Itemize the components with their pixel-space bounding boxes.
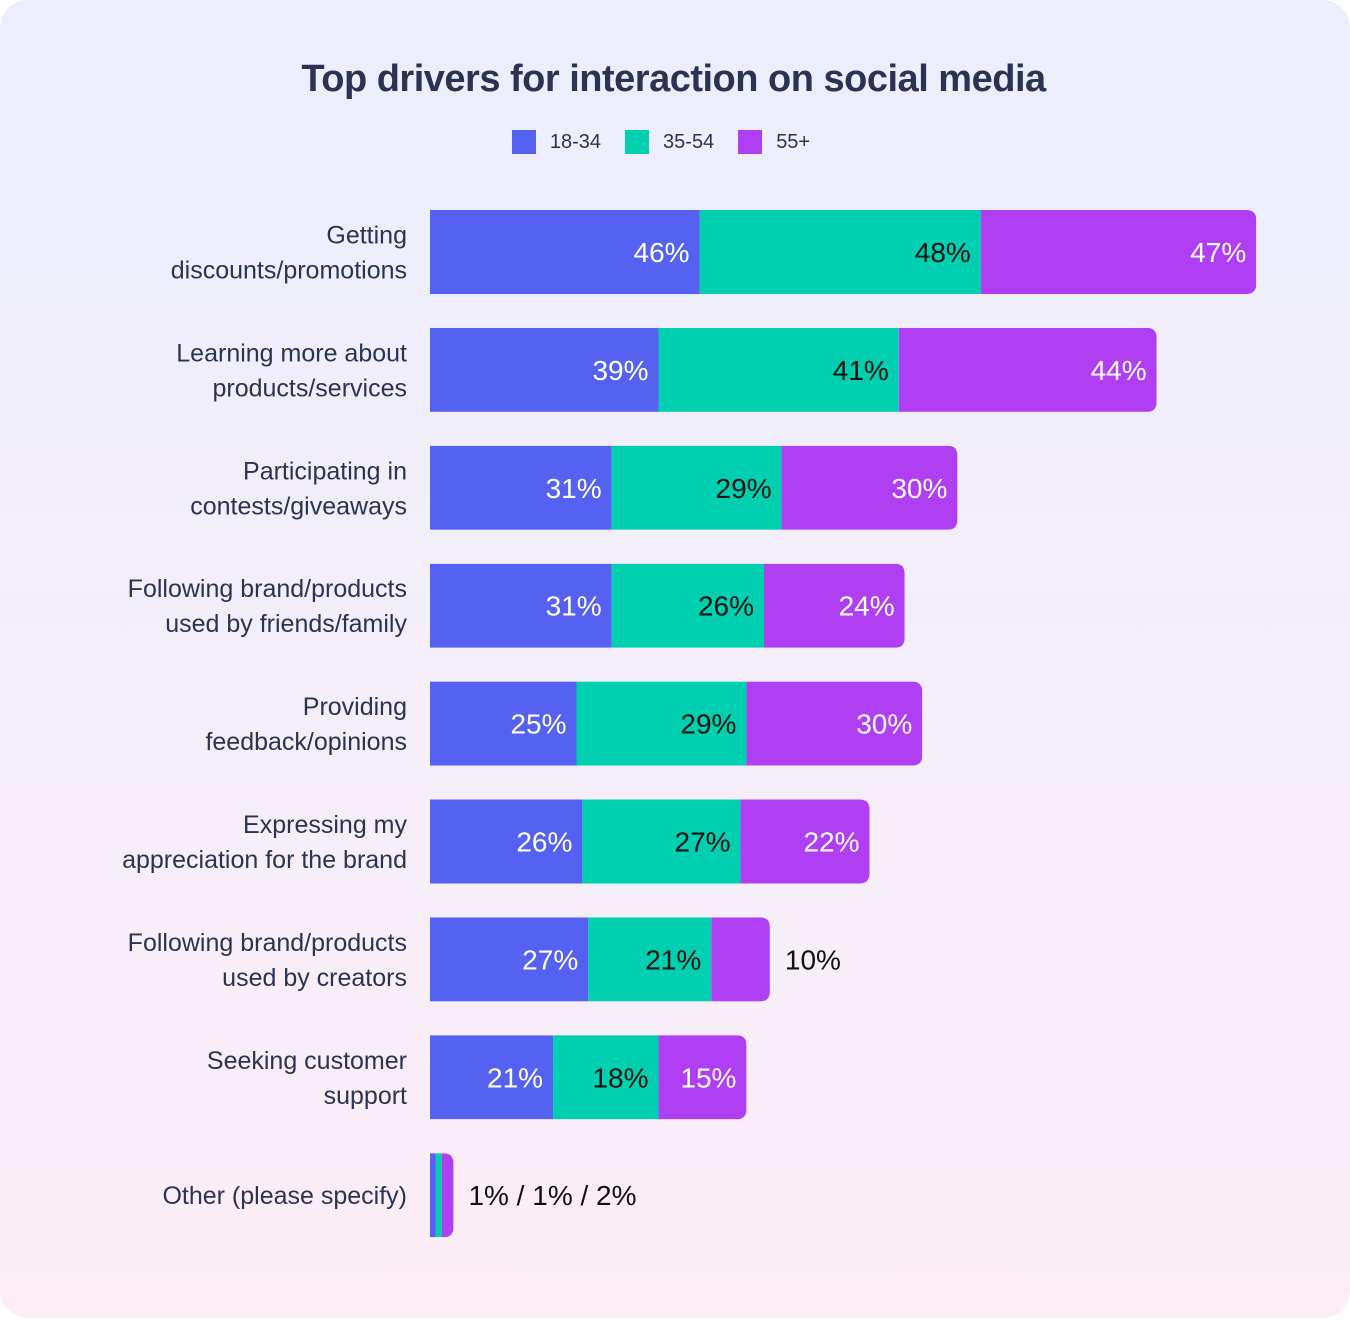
bar-segments <box>430 681 923 766</box>
category-label: Following brand/products <box>128 929 407 957</box>
bar-row: Seeking customer support 21% 18% 15% <box>207 1035 747 1120</box>
category-label: Expressing my <box>243 811 407 839</box>
bar-segments <box>430 1153 454 1238</box>
legend-label-55-plus: 55+ <box>776 130 811 153</box>
category-label: Getting <box>326 222 407 250</box>
category-label: used by friends/family <box>165 610 407 638</box>
value-label: 21% <box>645 944 701 975</box>
category-label: contests/giveaways <box>190 492 407 520</box>
category-label: appreciation for the brand <box>122 846 407 874</box>
bar-row: Providing feedback/opinions 25% 29% 30% <box>205 681 923 766</box>
bar-segments <box>430 917 770 1002</box>
value-label: 27% <box>675 827 731 858</box>
value-label: 29% <box>680 709 736 740</box>
legend-label-18-34: 18-34 <box>549 130 602 153</box>
value-label: 25% <box>510 709 566 740</box>
category-label: support <box>324 1082 407 1110</box>
bar-segment-35-54 <box>576 681 747 766</box>
value-label: 30% <box>891 473 947 504</box>
bar-segment-35-54 <box>588 917 712 1002</box>
category-label: Learning more about <box>176 339 407 367</box>
bar-segments <box>430 210 1257 294</box>
outside-value-label: 1% / 1% / 2% <box>468 1180 636 1211</box>
value-label: 18% <box>592 1062 648 1093</box>
bar-row: Learning more about products/services 39% 4… <box>176 327 1157 412</box>
value-label: 41% <box>833 355 889 386</box>
legend-item-35-54: 35-54 <box>625 130 714 154</box>
value-label: 44% <box>1091 355 1147 386</box>
legend-label-35-54: 35-54 <box>663 130 715 153</box>
bar-segment-35-54 <box>611 445 782 530</box>
bar-row: Participating in contests/giveaways 31% 29%… <box>190 445 958 530</box>
bar-segment-35-54 <box>658 327 899 412</box>
category-label: discounts/promotions <box>171 257 407 285</box>
outside-value-label: 10% <box>785 944 841 975</box>
legend: 18-34 35-54 55+ <box>0 130 1322 154</box>
value-label: 46% <box>634 237 690 268</box>
legend-swatch-55-plus <box>738 130 763 154</box>
bar-segment-18-34 <box>430 563 612 648</box>
bar-segment-18-34 <box>430 799 583 884</box>
legend-swatch-18-34 <box>511 130 536 154</box>
category-label: Seeking customer <box>207 1047 407 1075</box>
bar-segment-55+ <box>740 799 870 884</box>
bar-segment-18-34 <box>430 917 589 1002</box>
value-label: 31% <box>546 591 602 622</box>
bar-segment-35-54 <box>435 1153 442 1238</box>
bar-segment-35-54 <box>582 799 741 884</box>
bar-segments <box>430 563 905 648</box>
bar-segments <box>430 327 1157 412</box>
bar-segment-55+ <box>441 1153 454 1238</box>
bar-row: Getting discounts/promotions 46% 48% 47% <box>171 210 1257 294</box>
bar-segment-35-54 <box>611 563 765 648</box>
value-label: 30% <box>856 709 912 740</box>
category-label: Following brand/products <box>128 575 407 603</box>
bar-row: Expressing my appreciation for the brand 2… <box>122 799 870 884</box>
value-label: 26% <box>516 827 572 858</box>
bar-row: Following brand/products used by creators… <box>128 917 841 1002</box>
value-label: 26% <box>698 591 754 622</box>
bar-segment-18-34 <box>430 681 577 766</box>
bar-segment-18-34 <box>430 1153 436 1238</box>
bar-segment-18-34 <box>430 1035 554 1120</box>
bar-segment-18-34 <box>430 445 612 530</box>
bar-segments <box>430 445 958 530</box>
value-label: 39% <box>592 355 648 386</box>
bar-segment-18-34 <box>430 210 700 294</box>
value-label: 48% <box>915 237 971 268</box>
bar-row: Following brand/products used by friends/… <box>128 563 905 648</box>
value-label: 21% <box>487 1062 543 1093</box>
category-label: products/services <box>212 374 407 402</box>
bar-segment-55+ <box>658 1035 747 1120</box>
bar-segment-18-34 <box>430 327 659 412</box>
category-label: Providing <box>303 693 407 721</box>
bar-segments <box>430 799 870 884</box>
value-label: 29% <box>716 473 772 504</box>
bar-row: Other (please specify) 1% / 1% / 2% <box>162 1153 637 1238</box>
legend-swatch-35-54 <box>625 130 650 154</box>
value-label: 31% <box>546 473 602 504</box>
value-label: 24% <box>839 591 895 622</box>
category-label: Participating in <box>243 457 407 485</box>
bar-segments <box>430 1035 747 1120</box>
bar-segment-55+ <box>764 563 905 648</box>
value-label: 27% <box>522 944 578 975</box>
bar-segment-55+ <box>746 681 923 766</box>
category-label: used by creators <box>222 964 407 992</box>
category-label: Other (please specify) <box>162 1182 407 1210</box>
value-label: 22% <box>803 827 859 858</box>
chart-title: Top drivers for interaction on social me… <box>301 58 1046 100</box>
value-label: 15% <box>680 1062 736 1093</box>
legend-item-55-plus: 55+ <box>738 130 810 154</box>
value-label: 47% <box>1190 237 1246 268</box>
legend-item-18-34: 18-34 <box>511 130 602 154</box>
bar-segment-55+ <box>711 917 770 1002</box>
category-label: feedback/opinions <box>205 728 407 756</box>
bar-segment-55+ <box>781 445 958 530</box>
bar-segment-35-54 <box>553 1035 659 1120</box>
bar-segment-35-54 <box>699 210 981 294</box>
bar-segment-55+ <box>898 327 1157 412</box>
bar-segment-55+ <box>980 210 1257 294</box>
